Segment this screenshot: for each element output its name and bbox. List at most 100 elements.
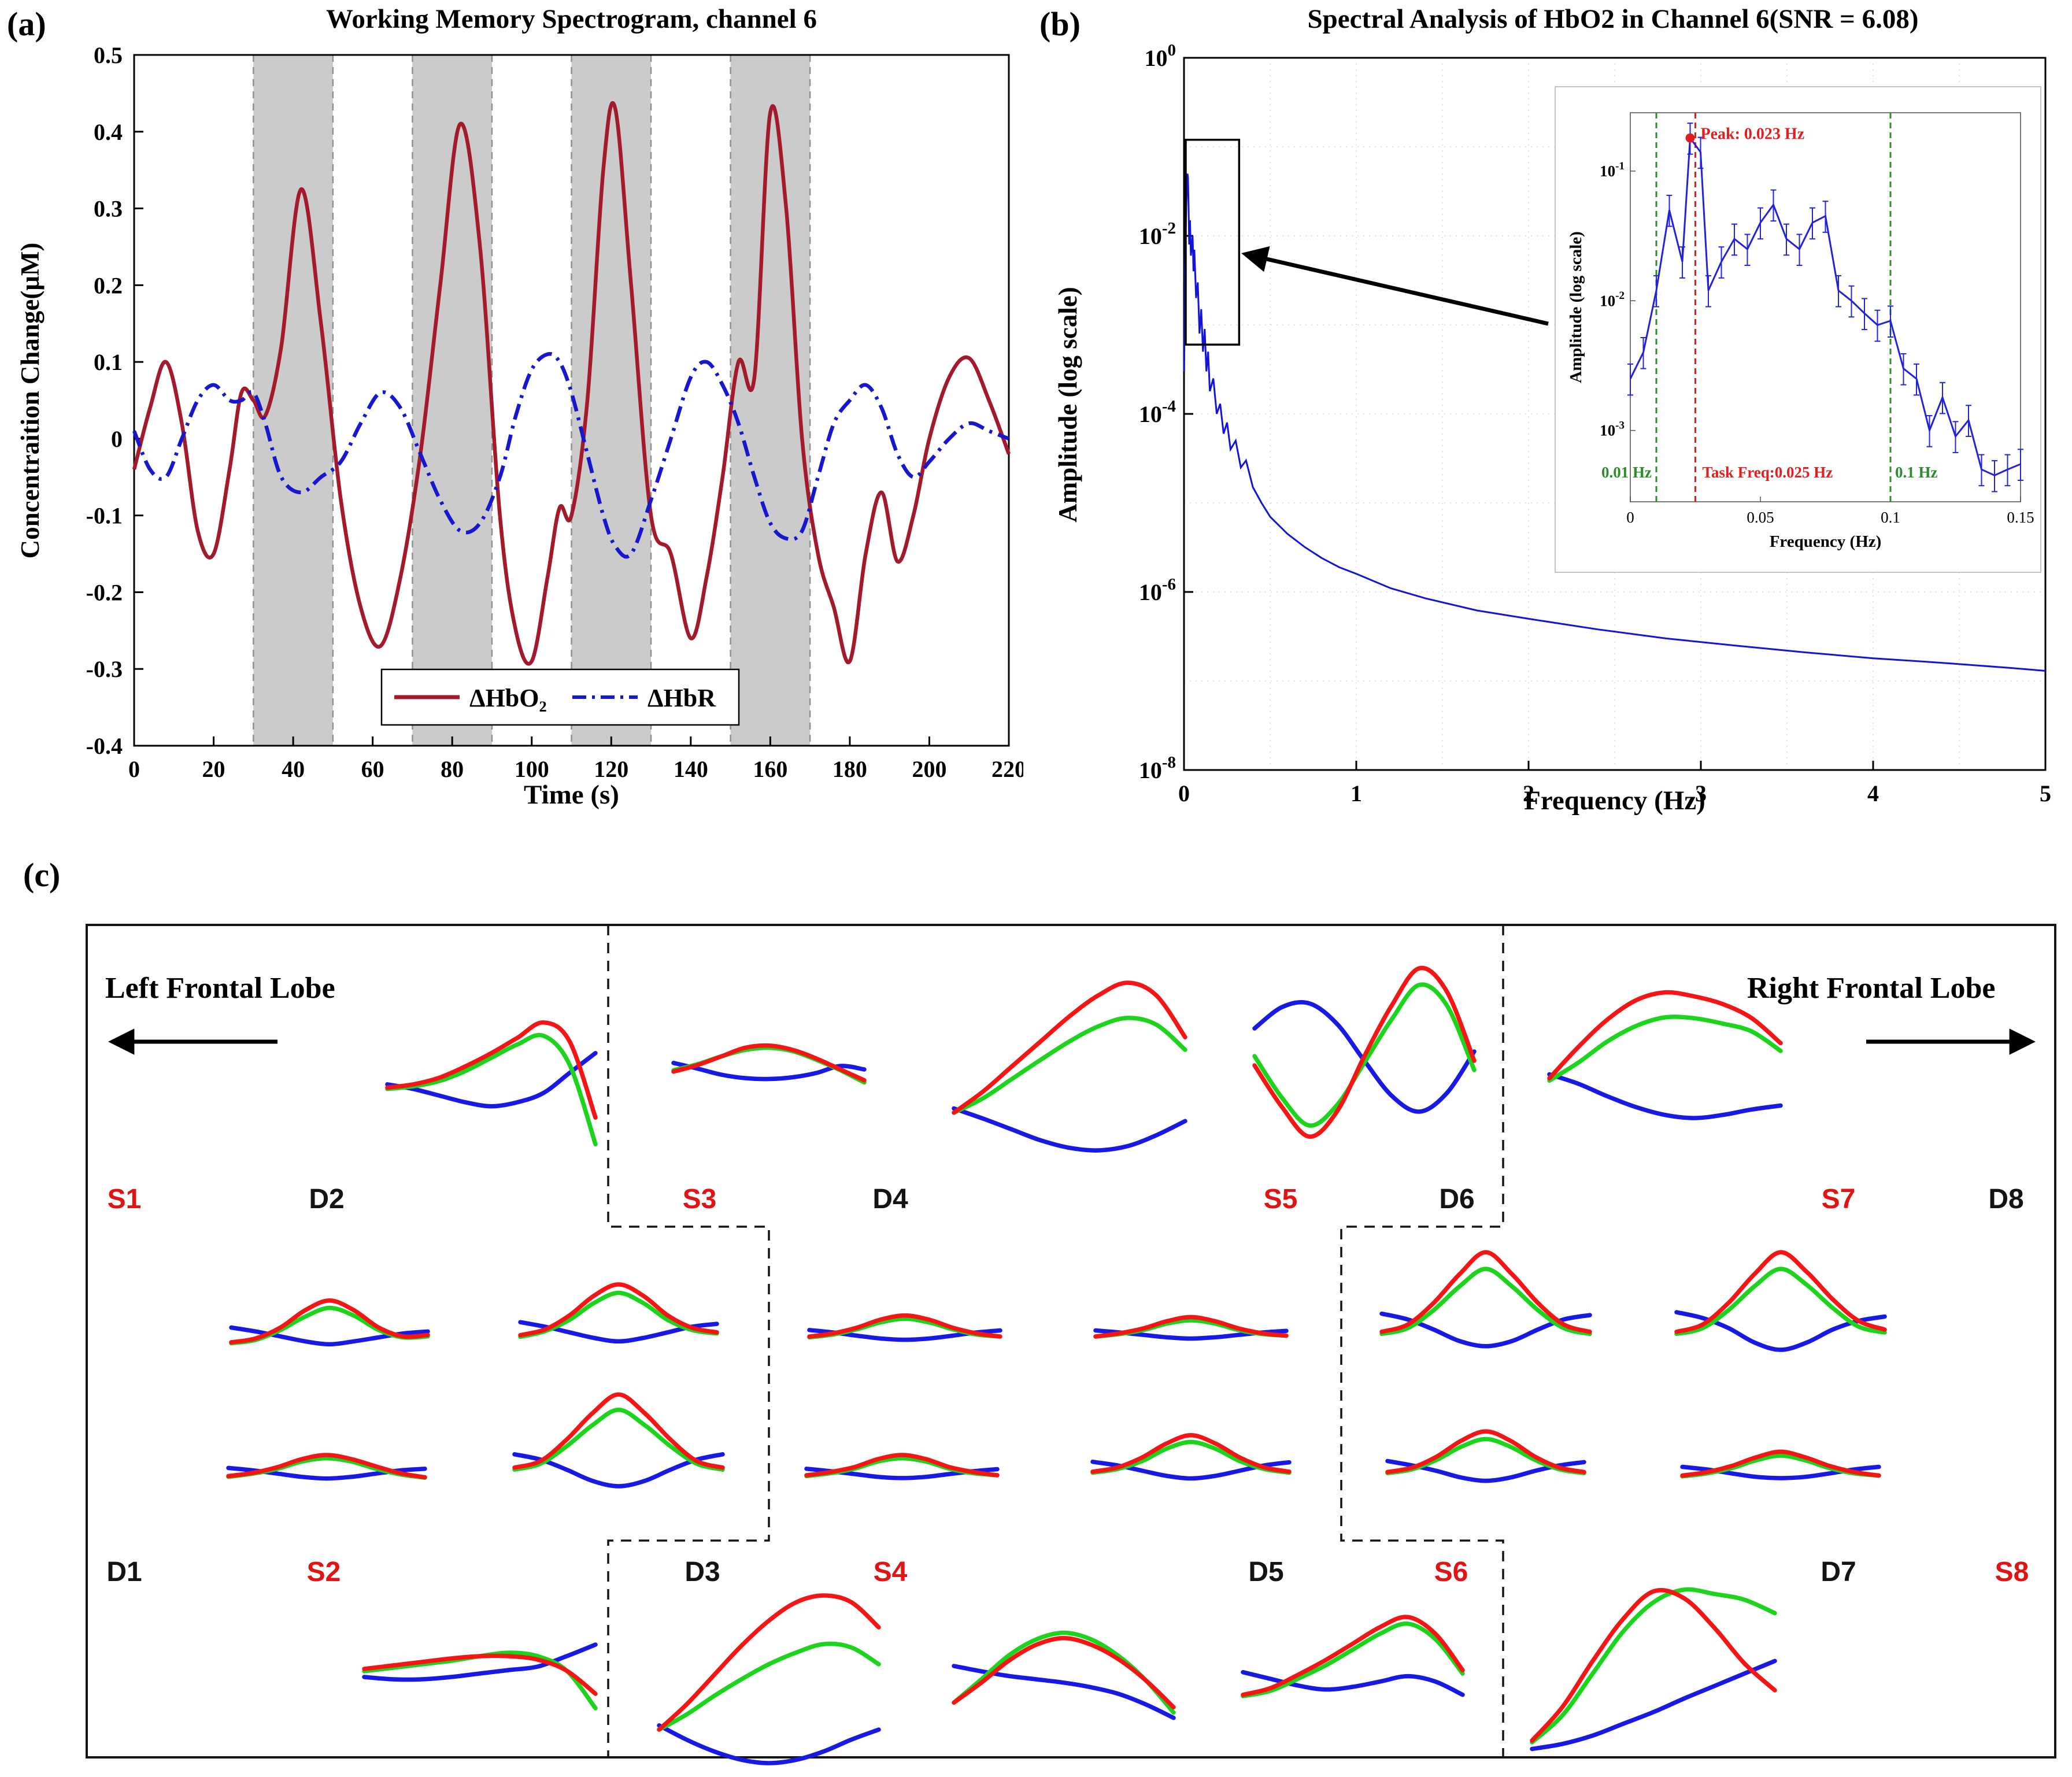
channel-thumbnail-T3 xyxy=(952,980,1187,1153)
optode-label-D3: D3 xyxy=(684,1557,720,1587)
hemisphere-divider-left xyxy=(607,925,770,1757)
svg-text:0.05: 0.05 xyxy=(1747,509,1774,526)
panel-b-ylabel: Amplitude (log scale) xyxy=(1053,287,1082,523)
channel-thumbnail-M1f xyxy=(1674,1250,1887,1352)
channel-thumbnail-B4 xyxy=(1241,1615,1465,1698)
annotation-arrow xyxy=(1241,246,1549,326)
panel-c: S1 D2 S3 D4 S5 D6 S7 D8 D1 S2 D3 S4 D5 S6 D7 S8 (c) Lef… xyxy=(0,838,2072,1777)
svg-text:0.1: 0.1 xyxy=(1881,509,1900,526)
optode-label-S3: S3 xyxy=(683,1184,717,1215)
svg-text:0.15: 0.15 xyxy=(2007,509,2034,526)
channel-thumbnail-B3 xyxy=(952,1630,1176,1720)
panel-b-xlabel: Frequency (Hz) xyxy=(1524,786,1705,816)
panel-a-plot: 0 20 40 60 80 100 120 140 160 180 200 220 -0.4 -0.3 -0… xyxy=(86,42,1023,782)
svg-text:0.4: 0.4 xyxy=(94,119,123,145)
optode-label-S2: S2 xyxy=(307,1557,341,1587)
peak-label: Peak: 0.023 Hz xyxy=(1701,125,1805,143)
montage-border xyxy=(86,924,2056,1759)
channel-thumbnail-M2b xyxy=(512,1392,725,1489)
panel-b: 0 1 2 3 4 5 100 10-2 10-4 10-6 10-8 0 0.05 0.1 0.15 10-… xyxy=(1035,0,2072,838)
optode-label-D5: D5 xyxy=(1248,1557,1283,1587)
svg-text:0.2: 0.2 xyxy=(94,272,123,298)
svg-text:ΔHbO₂: ΔHbO₂ xyxy=(469,684,547,712)
channel-thumbnail-M1b xyxy=(518,1282,719,1344)
panel-a-axes xyxy=(133,54,1010,747)
panel-a: 0 20 40 60 80 100 120 140 160 180 200 220 -0.4 -0.3 -0… xyxy=(0,0,1023,838)
svg-text:220: 220 xyxy=(991,756,1023,782)
svg-text:2: 2 xyxy=(1523,780,1534,806)
spectrum-curve xyxy=(1183,173,2046,672)
svg-text:0.1 Hz: 0.1 Hz xyxy=(1895,464,1938,481)
svg-text:0.01 Hz: 0.01 Hz xyxy=(1601,464,1652,481)
optode-label-S1: S1 xyxy=(108,1184,142,1215)
channel-thumbnail-M1e xyxy=(1379,1250,1592,1349)
optode-label-S8: S8 xyxy=(1995,1557,2029,1587)
panel-a-xlabel: Time (s) xyxy=(524,780,619,810)
svg-text:3: 3 xyxy=(1695,780,1707,806)
zoom-rect xyxy=(1185,139,1241,346)
channel-thumbnail-M2c xyxy=(804,1453,1000,1480)
optode-label-D8: D8 xyxy=(1988,1184,2023,1215)
optode-label-S4: S4 xyxy=(874,1557,908,1587)
task-blocks xyxy=(253,55,811,746)
channel-thumbnail-B5 xyxy=(1530,1587,1777,1752)
svg-text:200: 200 xyxy=(912,756,946,782)
svg-text:ΔHbR: ΔHbR xyxy=(648,684,716,712)
svg-text:180: 180 xyxy=(832,756,867,782)
channel-thumbnail-M1a xyxy=(229,1298,430,1347)
legend: ΔHbO₂ ΔHbR xyxy=(380,668,740,726)
hbo2-curve xyxy=(132,101,1011,666)
svg-text:10-8: 10-8 xyxy=(1139,753,1176,783)
svg-text:160: 160 xyxy=(753,756,787,782)
svg-text:1: 1 xyxy=(1350,780,1362,806)
spectrum-inset: 0 0.05 0.1 0.15 10-1 10-2 10-3 Frequency (Hz) Am… xyxy=(1555,86,2041,573)
svg-text:0: 0 xyxy=(1178,780,1190,806)
optode-label-S5: S5 xyxy=(1264,1184,1298,1215)
channel-thumbnail-B1 xyxy=(362,1642,598,1711)
svg-text:40: 40 xyxy=(282,756,305,782)
optode-label-D2: D2 xyxy=(309,1184,344,1215)
svg-text:0: 0 xyxy=(111,426,123,452)
svg-text:-0.2: -0.2 xyxy=(86,579,123,605)
svg-text:5: 5 xyxy=(2040,780,2051,806)
panel-a-tag: (a) xyxy=(7,5,46,43)
svg-text:-0.1: -0.1 xyxy=(86,503,123,529)
svg-text:80: 80 xyxy=(441,756,464,782)
channel-thumbnail-M1d xyxy=(1093,1315,1289,1341)
hbr-curve xyxy=(132,352,1010,559)
svg-text:60: 60 xyxy=(361,756,384,782)
svg-text:10-2: 10-2 xyxy=(1139,219,1176,249)
optode-label-D7: D7 xyxy=(1821,1557,1856,1587)
right-lobe-label: Right Frontal Lobe xyxy=(1747,972,1996,1005)
svg-text:100: 100 xyxy=(515,756,549,782)
optode-label-S7: S7 xyxy=(1822,1184,1856,1215)
panel-c-montage: S1 D2 S3 D4 S5 D6 S7 D8 D1 S2 D3 S4 D5 S6 D7 S8 xyxy=(86,924,2056,1765)
panel-b-tag: (b) xyxy=(1039,5,1081,43)
svg-text:100: 100 xyxy=(1145,41,1176,71)
optode-label-D6: D6 xyxy=(1439,1184,1474,1215)
channel-thumbnail-M1c xyxy=(807,1313,1002,1342)
channel-thumbnail-T4 xyxy=(1252,965,1477,1139)
panel-a-title: Working Memory Spectrogram, channel 6 xyxy=(326,4,817,34)
svg-text:Task Freq:0.025 Hz: Task Freq:0.025 Hz xyxy=(1703,464,1833,481)
svg-text:0: 0 xyxy=(1626,509,1634,526)
optode-label-D1: D1 xyxy=(106,1557,142,1587)
svg-text:10-6: 10-6 xyxy=(1139,575,1176,605)
svg-text:-0.3: -0.3 xyxy=(86,656,123,682)
svg-text:0.1: 0.1 xyxy=(94,349,123,375)
svg-text:10-1: 10-1 xyxy=(1600,160,1625,180)
inset-xlabel: Frequency (Hz) xyxy=(1770,532,1882,551)
svg-text:10-4: 10-4 xyxy=(1139,397,1176,427)
optode-label-S6: S6 xyxy=(1434,1557,1468,1587)
channel-thumbnail-B2 xyxy=(657,1593,881,1765)
channel-thumbnail-T5 xyxy=(1547,990,1783,1120)
hemisphere-divider-right xyxy=(1340,925,1504,1757)
svg-text:10-3: 10-3 xyxy=(1600,419,1625,439)
channel-thumbnail-M2a xyxy=(226,1453,427,1481)
svg-text:140: 140 xyxy=(674,756,708,782)
svg-text:10-2: 10-2 xyxy=(1600,290,1625,309)
channel-thumbnail-M2d xyxy=(1090,1433,1292,1481)
svg-text:-0.4: -0.4 xyxy=(86,733,123,759)
channel-thumbnail-T2 xyxy=(671,1043,867,1085)
